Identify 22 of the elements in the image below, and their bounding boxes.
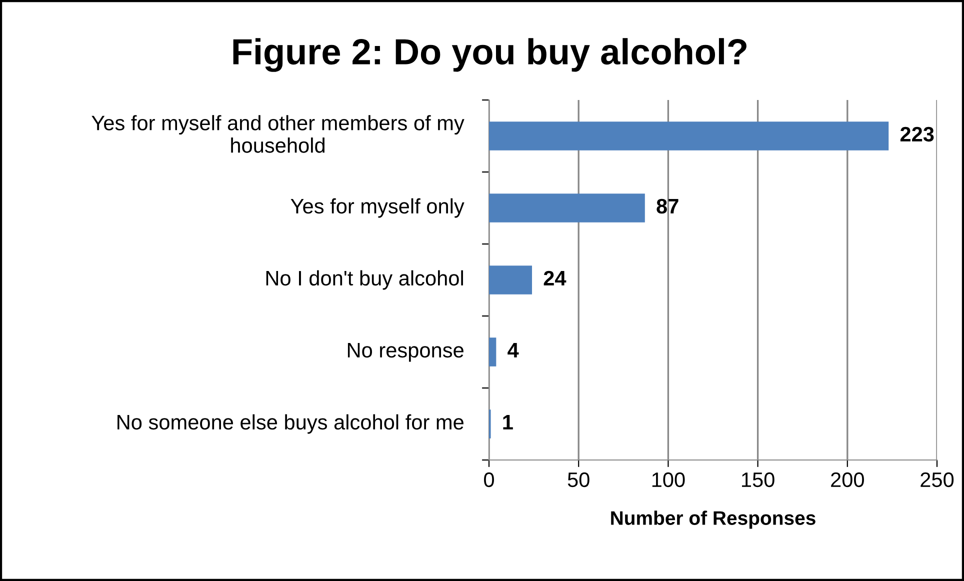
chart-title: Figure 2: Do you buy alcohol? [233, 38, 746, 72]
data-label: 24 [544, 270, 566, 286]
x-tick-label: 0 [484, 472, 494, 488]
bar [489, 266, 532, 294]
x-tick-label: 150 [742, 472, 774, 488]
x-tick-label: 50 [568, 472, 590, 488]
y-tick-label: No someone else buys alcohol for me [118, 414, 464, 434]
y-tick-label: Yes for myself and other members of my household [92, 115, 464, 153]
bar [489, 122, 889, 150]
x-tick-label: 250 [920, 472, 954, 488]
x-tick-label: 200 [831, 472, 864, 488]
data-label: 223 [900, 126, 934, 142]
x-tick-label: 100 [652, 472, 685, 488]
data-label: 1 [503, 415, 513, 430]
bar [489, 194, 645, 222]
data-label: 87 [656, 198, 678, 214]
bar [489, 338, 496, 366]
y-tick-label: Yes for myself only [290, 198, 464, 218]
data-label: 4 [508, 343, 519, 358]
x-axis-title: Number of Responses [611, 510, 816, 529]
y-tick-label: No I don't buy alcohol [266, 270, 463, 290]
y-tick-label: No response [348, 343, 464, 362]
